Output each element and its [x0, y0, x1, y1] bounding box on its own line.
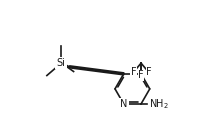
Text: NH$_2$: NH$_2$ — [149, 97, 169, 111]
Text: N: N — [120, 99, 127, 109]
Text: F: F — [138, 70, 144, 80]
Text: Si: Si — [56, 58, 65, 68]
Text: F: F — [131, 67, 136, 77]
Text: F: F — [146, 67, 152, 77]
